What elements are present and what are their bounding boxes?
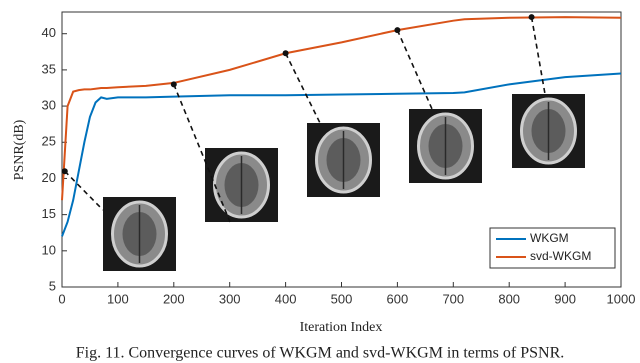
- x-tick-label: 100: [107, 291, 129, 306]
- annotation-point: [61, 168, 68, 175]
- x-tick-label: 700: [442, 291, 464, 306]
- x-tick-label: 800: [498, 291, 520, 306]
- x-tick-label: 300: [219, 291, 241, 306]
- x-tick-label: 0: [58, 291, 65, 306]
- annotation-point: [282, 50, 289, 57]
- y-tick-label: 35: [42, 61, 56, 76]
- legend-box: [489, 227, 616, 269]
- x-tick-label: 900: [554, 291, 576, 306]
- caption: Fig. 11. Convergence curves of WKGM and …: [76, 345, 565, 362]
- y-axis-label: PSNR(dB): [12, 119, 27, 180]
- annotation-point: [170, 81, 177, 88]
- annotation-arrow: [64, 170, 104, 211]
- y-tick-label: 15: [42, 206, 56, 221]
- y-tick-label: 20: [42, 170, 56, 185]
- y-tick-label: 25: [42, 134, 56, 149]
- series-line: [61, 16, 622, 201]
- annotation-arrow: [173, 84, 231, 223]
- annotation-arrow: [530, 16, 546, 95]
- y-tick-label: 40: [42, 25, 56, 40]
- annotation-point: [394, 27, 401, 34]
- y-tick-label: 5: [49, 278, 56, 293]
- annotation-point: [528, 14, 535, 21]
- legend-label: WKGM: [530, 231, 569, 245]
- x-tick-label: 1000: [607, 291, 636, 306]
- x-tick-label: 500: [331, 291, 353, 306]
- legend-label: svd-WKGM: [530, 249, 591, 263]
- x-tick-label: 200: [163, 291, 185, 306]
- x-axis-label: Iteration Index: [300, 320, 383, 335]
- annotation-arrow: [284, 52, 321, 124]
- y-tick-label: 10: [42, 242, 56, 257]
- x-tick-label: 600: [387, 291, 409, 306]
- series-line: [61, 72, 622, 237]
- y-tick-label: 30: [42, 98, 56, 113]
- x-tick-label: 400: [275, 291, 297, 306]
